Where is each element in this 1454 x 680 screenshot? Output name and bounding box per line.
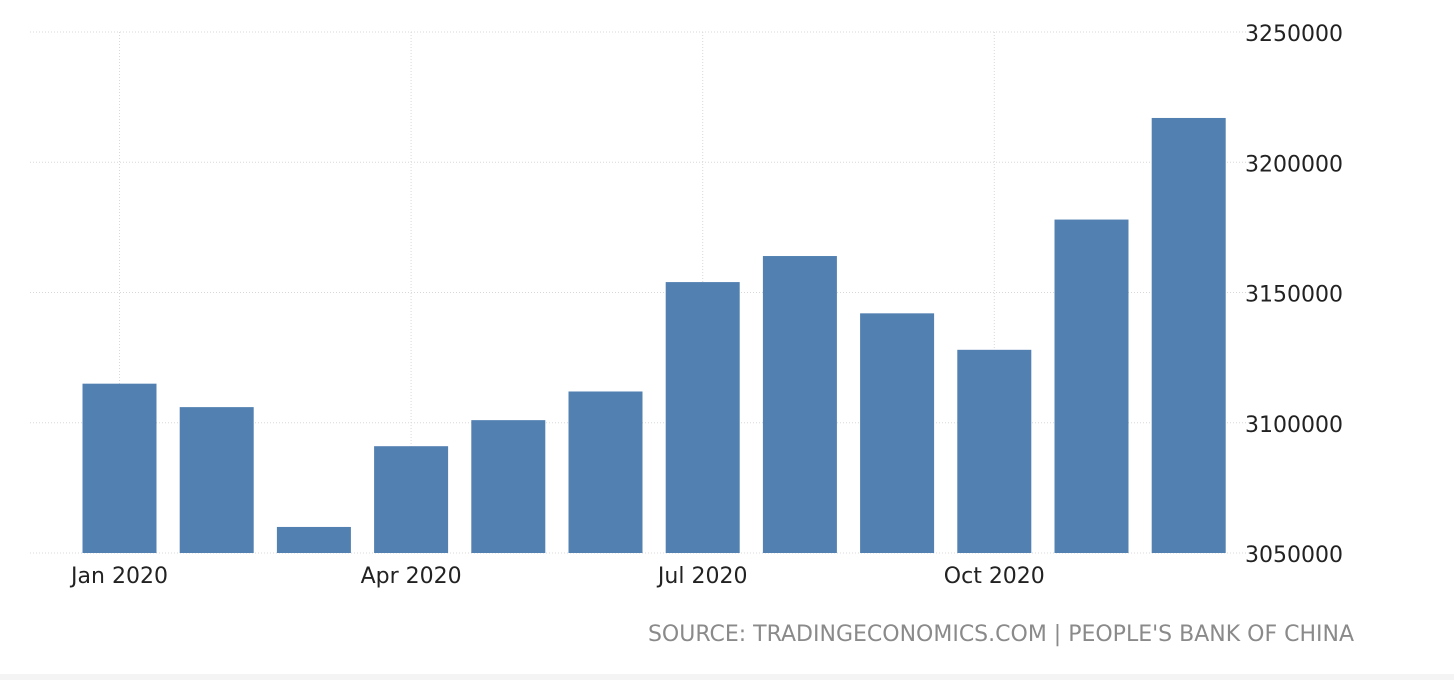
x-tick-label: Apr 2020 <box>361 564 462 589</box>
y-axis-labels: 3050000 3100000 3150000 3200000 3250000 <box>1245 22 1343 568</box>
y-tick-label: 3250000 <box>1245 22 1343 47</box>
bar <box>665 282 740 553</box>
bar <box>762 256 837 553</box>
bar <box>1151 117 1226 553</box>
y-tick-label: 3150000 <box>1245 283 1343 308</box>
bar <box>471 420 546 553</box>
bar <box>860 313 935 553</box>
bottom-divider <box>0 674 1454 680</box>
bar-series <box>82 117 1226 553</box>
bar <box>82 383 157 553</box>
bar <box>179 407 254 553</box>
y-tick-label: 3200000 <box>1245 152 1343 177</box>
bar <box>276 526 351 553</box>
x-tick-label: Oct 2020 <box>944 564 1045 589</box>
x-axis-labels: Jan 2020 Apr 2020 Jul 2020 Oct 2020 <box>69 564 1045 589</box>
y-tick-label: 3100000 <box>1245 413 1343 438</box>
bar <box>374 446 449 553</box>
bar <box>1054 219 1129 553</box>
bar <box>957 349 1032 553</box>
y-tick-label: 3050000 <box>1245 543 1343 568</box>
source-caption: SOURCE: TRADINGECONOMICS.COM | PEOPLE'S … <box>647 622 1354 647</box>
x-tick-label: Jan 2020 <box>69 564 168 589</box>
bar-chart: 3050000 3100000 3150000 3200000 3250000 Jan … <box>30 22 1343 589</box>
bar <box>568 391 643 553</box>
x-tick-label: Jul 2020 <box>656 564 748 589</box>
